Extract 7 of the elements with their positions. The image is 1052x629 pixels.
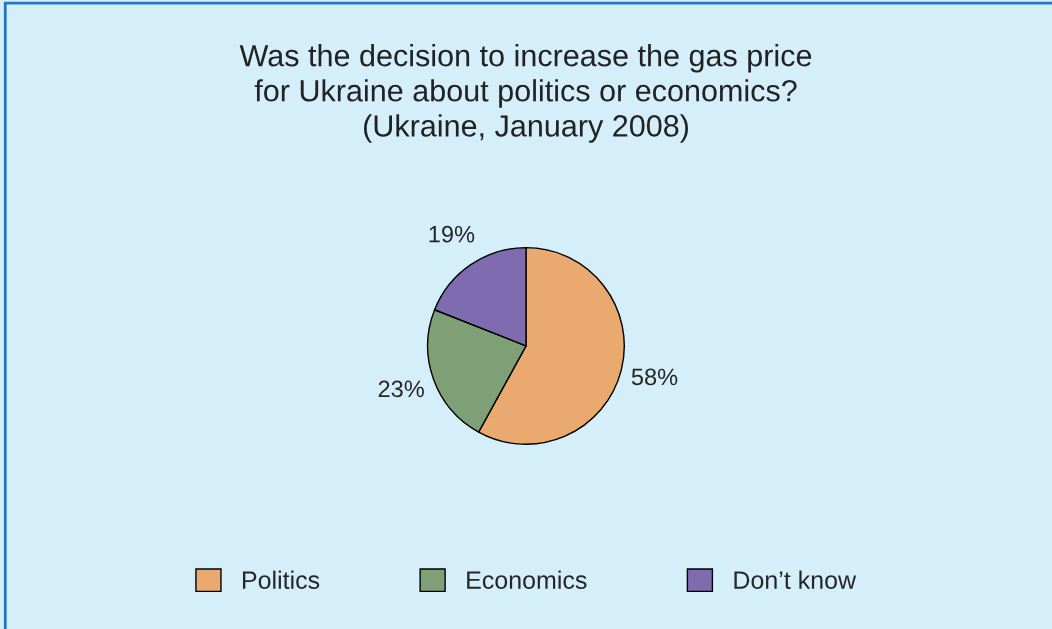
legend-label: Politics — [242, 570, 320, 589]
legend-label: Economics — [467, 570, 587, 589]
data-label: 23% — [378, 380, 424, 398]
chart-title: Was the decision to increase the gas price for Ukraine about politics or economics? (Ukraine, January 2008) — [239, 44, 812, 143]
data-label: 58% — [631, 368, 678, 386]
data-label: 19% — [429, 225, 475, 243]
legend-label: Don’t know — [734, 570, 857, 589]
